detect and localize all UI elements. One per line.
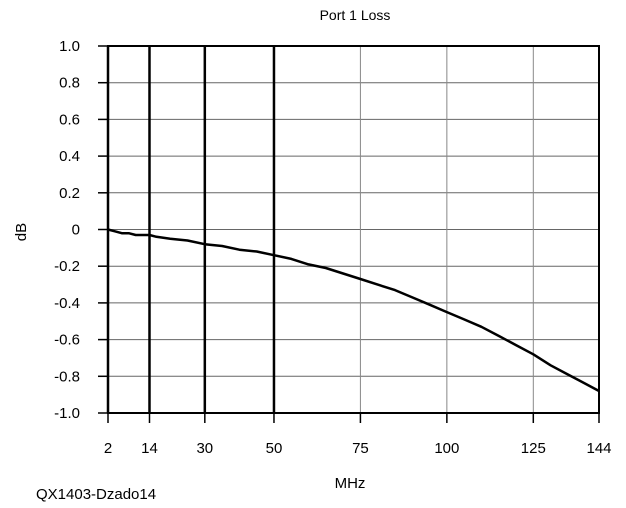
x-tick-label: 100 xyxy=(434,440,459,457)
x-tick-label: 50 xyxy=(266,440,283,457)
y-tick-label: 0 xyxy=(72,222,80,239)
y-tick-label: 0.2 xyxy=(59,185,80,202)
y-tick-label: 0.8 xyxy=(59,75,80,92)
series-line xyxy=(107,228,600,393)
x-axis-label: MHz xyxy=(335,475,366,492)
grid xyxy=(98,45,600,423)
plot-frame xyxy=(107,45,600,414)
series-group xyxy=(107,228,600,393)
y-tick-label: -0.6 xyxy=(54,332,80,349)
chart-title: Port 1 Loss xyxy=(320,7,391,23)
x-tick-label: 2 xyxy=(104,440,112,457)
y-tick-label: 0.6 xyxy=(59,111,80,128)
y-tick-label: -1.0 xyxy=(54,405,80,422)
y-tick-label: -0.2 xyxy=(54,258,80,275)
y-tick-label: -0.8 xyxy=(54,368,80,385)
y-tick-labels: 1.0 0.8 0.6 0.4 0.2 0 -0.2 -0.4 -0.6 -0.8 -1.0 xyxy=(54,38,80,422)
y-tick-label: 0.4 xyxy=(59,148,80,165)
x-tick-label: 144 xyxy=(586,440,611,457)
figure-code: QX1403-Dzado14 xyxy=(36,486,157,503)
y-axis-label: dB xyxy=(13,223,30,241)
x-tick-label: 14 xyxy=(141,440,158,457)
y-tick-label: 1.0 xyxy=(59,38,80,55)
x-tick-label: 30 xyxy=(196,440,213,457)
x-tick-label: 75 xyxy=(352,440,369,457)
x-tick-labels: 2 14 30 50 75 100 125 144 xyxy=(104,440,612,457)
y-tick-label: -0.4 xyxy=(54,295,80,312)
x-tick-label: 125 xyxy=(521,440,546,457)
